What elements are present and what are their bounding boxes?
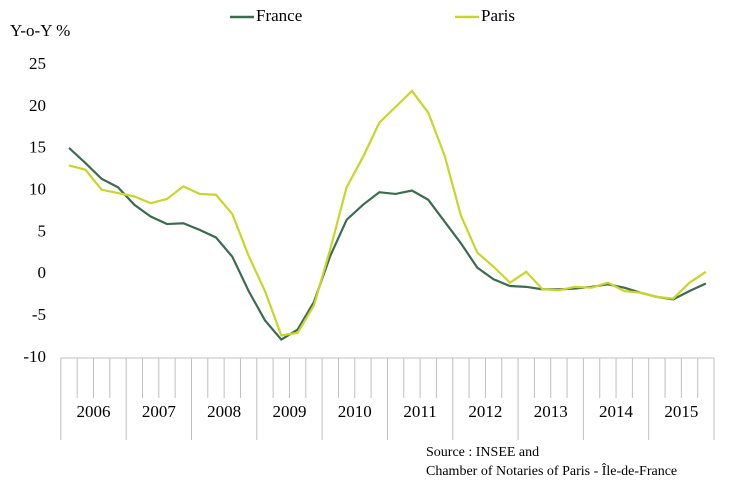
y-tick-label: 15 bbox=[29, 138, 46, 157]
y-tick-label: -10 bbox=[23, 347, 46, 366]
x-tick-label: 2009 bbox=[272, 402, 306, 421]
x-tick-label: 2007 bbox=[142, 402, 177, 421]
source: Chamber of Notaries of Paris - Île-de-Fr… bbox=[426, 462, 677, 479]
x-tick-label: 2008 bbox=[207, 402, 241, 421]
legend-label: France bbox=[256, 6, 302, 25]
x-tick-label: 2010 bbox=[338, 402, 372, 421]
x-tick-label: 2006 bbox=[76, 402, 110, 421]
y-tick-label: 20 bbox=[29, 96, 46, 115]
series-line bbox=[68, 147, 707, 342]
y-tick-label: 5 bbox=[38, 221, 47, 240]
x-tick-label: 2014 bbox=[599, 402, 634, 421]
y-tick-label: 0 bbox=[38, 263, 47, 282]
source: Source : INSEE and bbox=[426, 445, 539, 460]
y-axis-label: Y-o-Y % bbox=[10, 21, 70, 40]
x-tick-label: 2012 bbox=[468, 402, 502, 421]
x-tick-label: 2011 bbox=[403, 402, 436, 421]
x-tick-label: 2013 bbox=[534, 402, 568, 421]
y-tick-label: 25 bbox=[29, 54, 46, 73]
x-tick-label: 2015 bbox=[664, 402, 698, 421]
y-tick-label: -5 bbox=[32, 305, 46, 324]
series-line bbox=[68, 89, 707, 337]
y-tick-label: 10 bbox=[29, 179, 46, 198]
legend-label: Paris bbox=[481, 6, 515, 25]
